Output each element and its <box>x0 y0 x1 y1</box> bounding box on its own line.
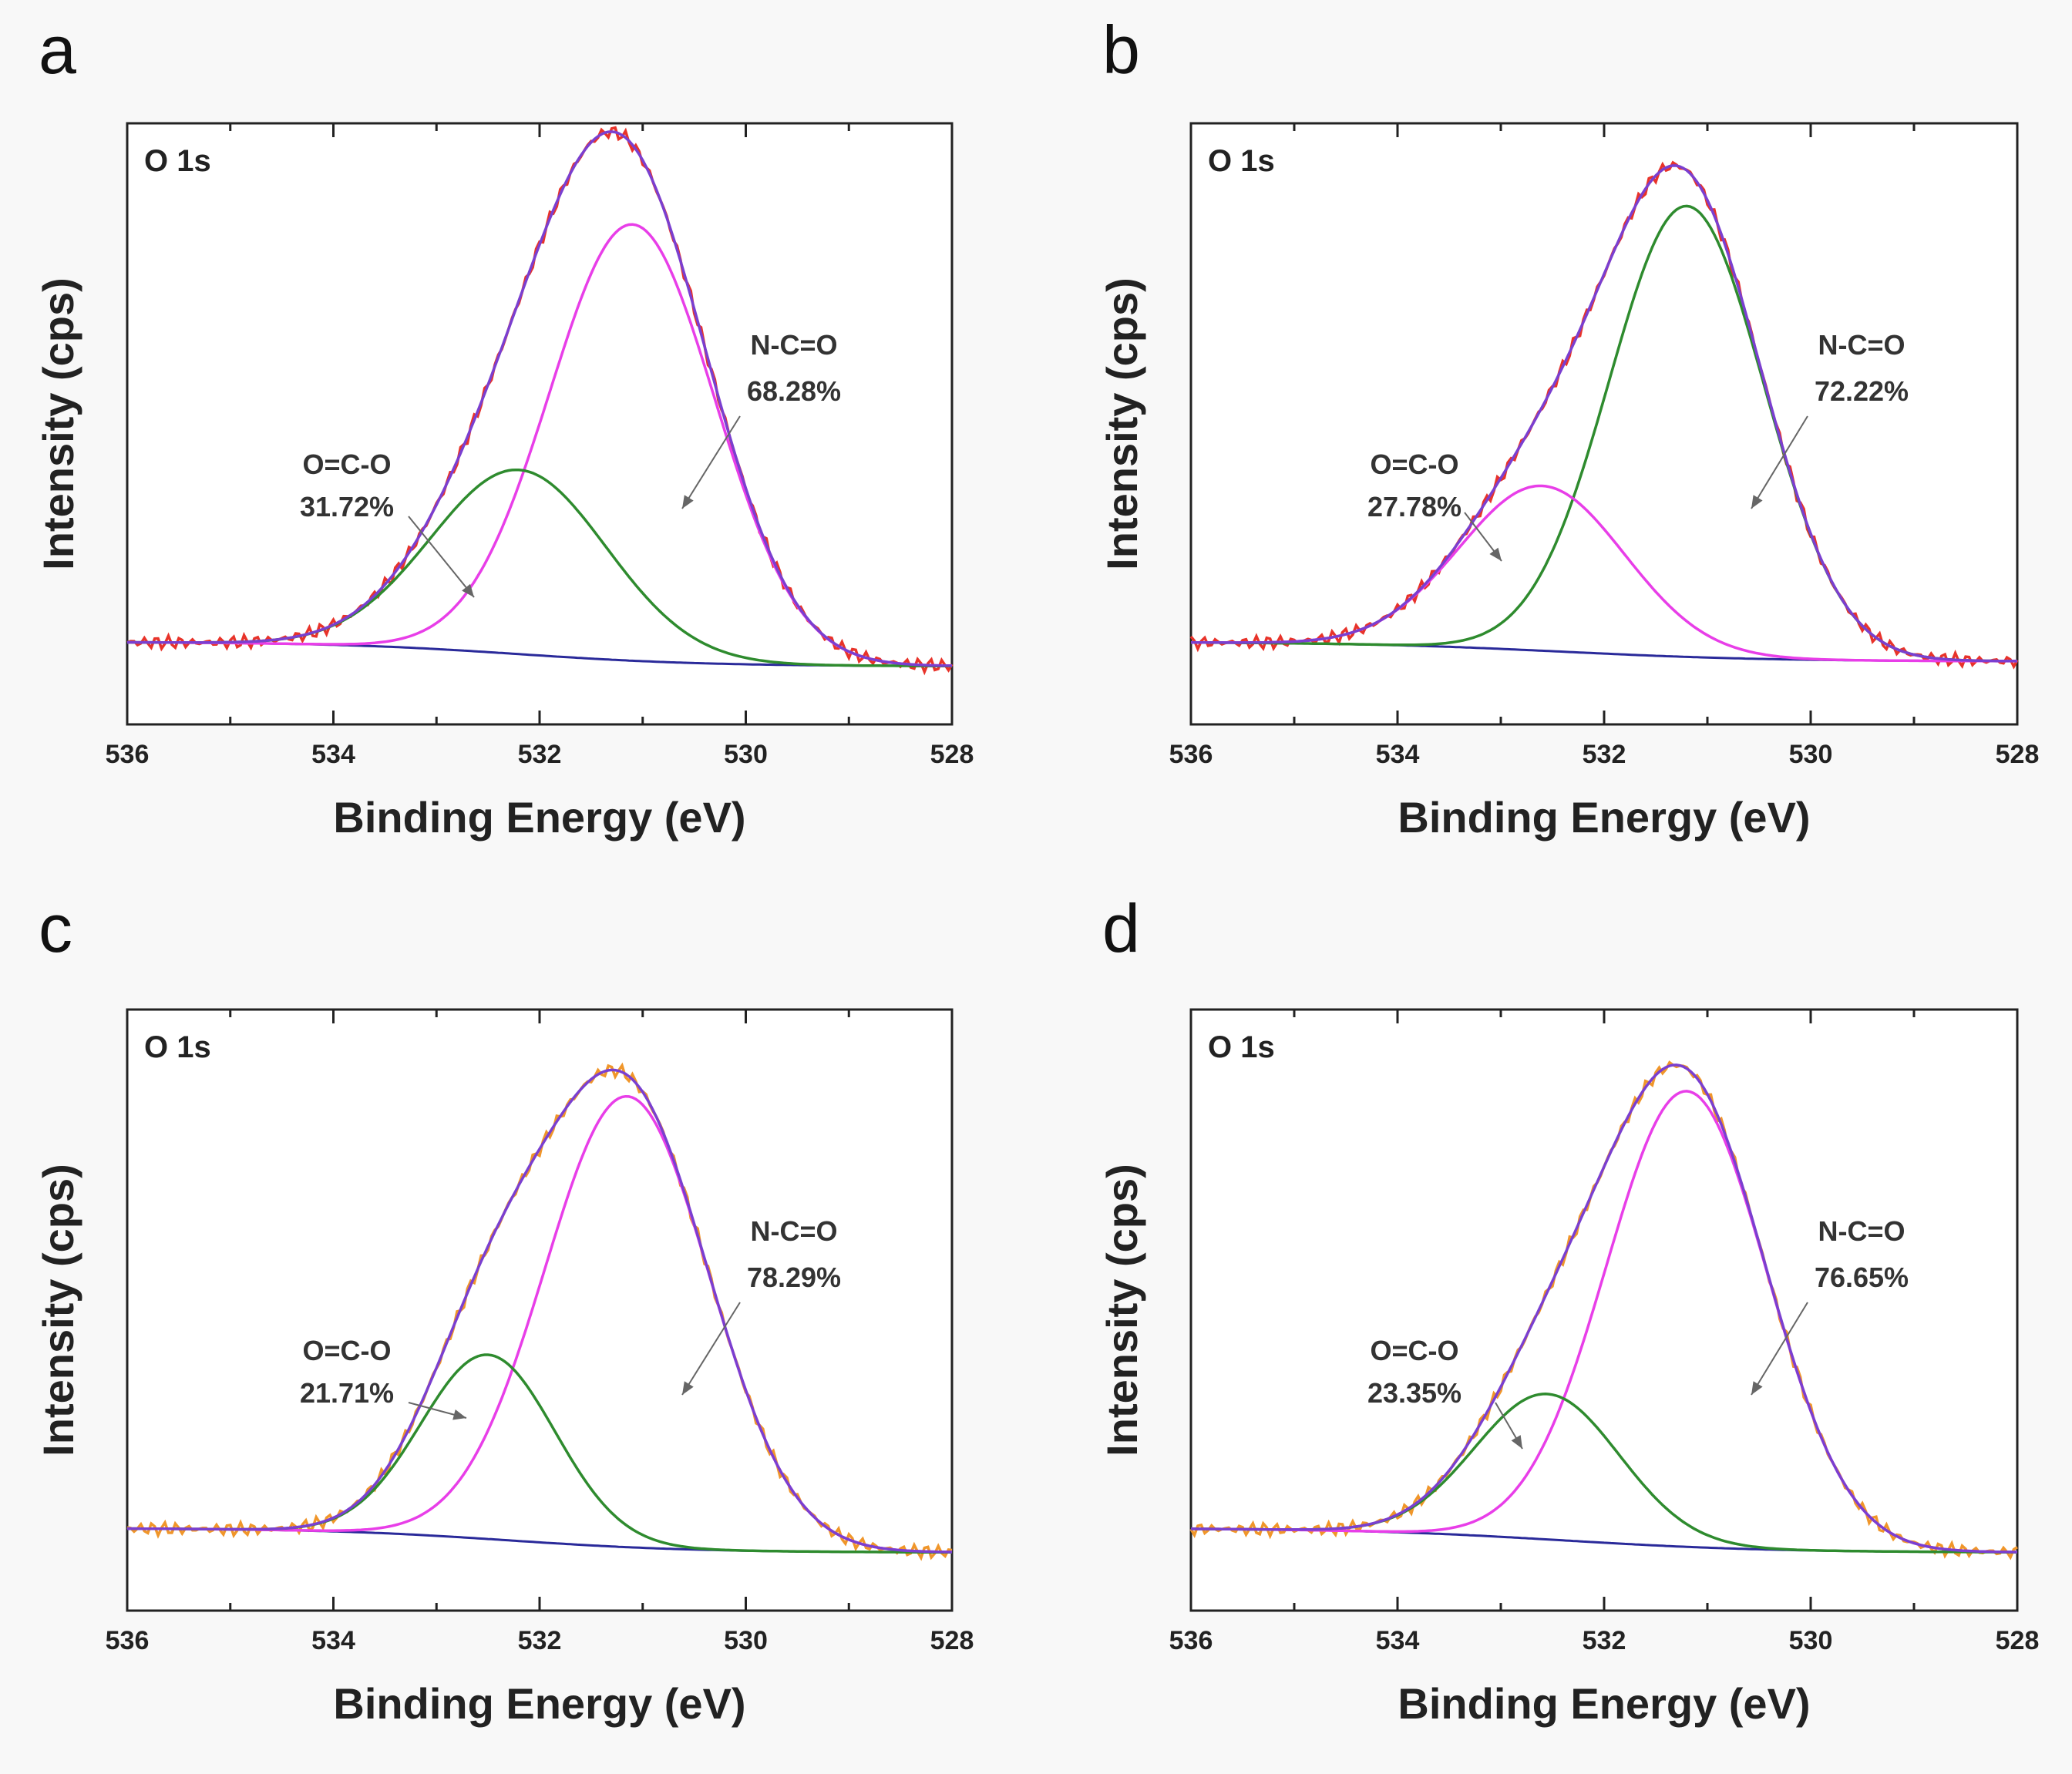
annotation-arrow-head <box>682 1381 694 1395</box>
x-tick-label: 534 <box>1376 1626 1420 1655</box>
x-tick-label: 528 <box>1996 740 2040 769</box>
corner-label-o1s: O 1s <box>144 144 211 178</box>
annotation-name: N-C=O <box>1818 1215 1905 1247</box>
x-axis-ticks: 536 534 532 530 528 <box>106 123 974 769</box>
annotation-arrow-head <box>1511 1435 1522 1449</box>
annotation-percent: 76.65% <box>1815 1262 1909 1293</box>
plot-frame <box>1189 1008 2019 1612</box>
annotation-occo: O=C-O 23.35% <box>1367 1335 1523 1450</box>
x-axis-ticks: 536 534 532 530 528 <box>1169 123 2040 769</box>
curves-group <box>126 126 954 676</box>
annotation-arrow-line <box>681 415 741 509</box>
x-tick-label: 536 <box>106 740 150 769</box>
annotation-occo: O=C-O 21.71% <box>300 1335 467 1420</box>
panel-letter-a: a <box>39 12 76 88</box>
x-axis-ticks: 536 534 532 530 528 <box>106 1010 974 1655</box>
panel-b: b 536 534 532 530 528 Binding Energy (eV) Inten… <box>1098 12 2039 842</box>
x-tick-label: 534 <box>311 740 355 769</box>
annotation-arrow-head <box>1751 495 1763 509</box>
annotation-percent: 68.28% <box>747 375 841 407</box>
x-tick-label: 536 <box>106 1626 150 1655</box>
annotation-percent: 27.78% <box>1367 491 1462 522</box>
x-axis-label: Binding Energy (eV) <box>1398 1679 1810 1728</box>
x-tick-label: 528 <box>930 1626 974 1655</box>
panels-group: a 536 534 532 530 528 Binding Energy (eV) Inten… <box>34 12 2039 1728</box>
x-tick-label: 530 <box>1789 1626 1833 1655</box>
panel-letter-b: b <box>1102 12 1140 88</box>
annotation-percent: 31.72% <box>300 491 394 522</box>
curves-group <box>1189 1060 2018 1561</box>
curves-group <box>1189 160 2019 670</box>
x-tick-label: 536 <box>1169 1626 1213 1655</box>
corner-label-o1s: O 1s <box>1208 144 1275 178</box>
annotation-name: N-C=O <box>1818 329 1905 361</box>
x-tick-label: 536 <box>1169 740 1213 769</box>
y-axis-label: Intensity (cps) <box>1098 1164 1146 1456</box>
envelope-curve <box>127 130 953 667</box>
annotation-arrow-head <box>1489 547 1502 561</box>
curves-group <box>126 1062 953 1561</box>
annotation-percent: 72.22% <box>1815 375 1909 407</box>
x-tick-label: 534 <box>1376 740 1420 769</box>
annotation-name: O=C-O <box>1370 1335 1458 1366</box>
y-axis-label: Intensity (cps) <box>1098 277 1146 570</box>
x-tick-label: 530 <box>724 740 768 769</box>
envelope-curve <box>127 1068 953 1554</box>
annotation-percent: 21.71% <box>300 1377 394 1409</box>
annotation-arrow-head <box>1751 1381 1763 1395</box>
plot-frame <box>126 1008 954 1612</box>
annotation-name: N-C=O <box>750 1215 837 1247</box>
panel-letter-c: c <box>39 890 72 966</box>
x-tick-label: 532 <box>1583 1626 1626 1655</box>
envelope-curve <box>1191 1063 2017 1554</box>
corner-label-o1s: O 1s <box>1208 1030 1275 1064</box>
annotation-arrow-line <box>408 516 475 598</box>
plot-frame <box>1189 122 2019 726</box>
x-axis-label: Binding Energy (eV) <box>1398 793 1810 842</box>
annotation-occo: O=C-O 31.72% <box>300 449 475 598</box>
x-axis-ticks: 536 534 532 530 528 <box>1169 1010 2040 1655</box>
y-axis-label: Intensity (cps) <box>34 1164 82 1456</box>
annotation-percent: 23.35% <box>1367 1377 1462 1409</box>
annotation-name: N-C=O <box>750 329 837 361</box>
annotation-name: O=C-O <box>302 1335 391 1366</box>
annotation-arrow-head <box>462 583 474 597</box>
annotation-arrow-head <box>682 495 694 509</box>
x-tick-label: 528 <box>1996 1626 2040 1655</box>
corner-label-o1s: O 1s <box>144 1030 211 1064</box>
annotation-ncoo: N-C=O 68.28% <box>681 329 841 509</box>
annotation-percent: 78.29% <box>747 1262 841 1293</box>
x-tick-label: 530 <box>724 1626 768 1655</box>
x-tick-label: 530 <box>1789 740 1833 769</box>
panel-a: a 536 534 532 530 528 Binding Energy (eV) Inten… <box>34 12 974 842</box>
x-tick-label: 532 <box>518 740 562 769</box>
annotation-occo: O=C-O 27.78% <box>1367 449 1502 562</box>
x-tick-label: 532 <box>518 1626 562 1655</box>
panel-d: d 536 534 532 530 528 Binding Energy (eV) Inten… <box>1098 890 2039 1728</box>
x-tick-label: 532 <box>1583 740 1626 769</box>
annotation-name: O=C-O <box>1370 449 1458 480</box>
annotation-ncoo: N-C=O 72.22% <box>1751 329 1909 509</box>
annotation-name: O=C-O <box>302 449 391 480</box>
annotation-ncoo: N-C=O 78.29% <box>681 1215 841 1396</box>
y-axis-label: Intensity (cps) <box>34 277 82 570</box>
envelope-curve <box>1191 164 2018 663</box>
panel-letter-d: d <box>1102 890 1140 966</box>
annotation-arrow-line <box>1751 415 1808 509</box>
panel-c: c 536 534 532 530 528 Binding Energy (eV) Inten… <box>34 890 974 1728</box>
annotation-ncoo: N-C=O 76.65% <box>1751 1215 1909 1396</box>
x-axis-label: Binding Energy (eV) <box>333 793 745 842</box>
x-tick-label: 528 <box>930 740 974 769</box>
annotation-arrow-head <box>452 1409 466 1420</box>
annotation-arrow-line <box>681 1302 741 1396</box>
x-tick-label: 534 <box>311 1626 355 1655</box>
x-axis-label: Binding Energy (eV) <box>333 1679 745 1728</box>
annotation-arrow-line <box>1751 1302 1808 1396</box>
